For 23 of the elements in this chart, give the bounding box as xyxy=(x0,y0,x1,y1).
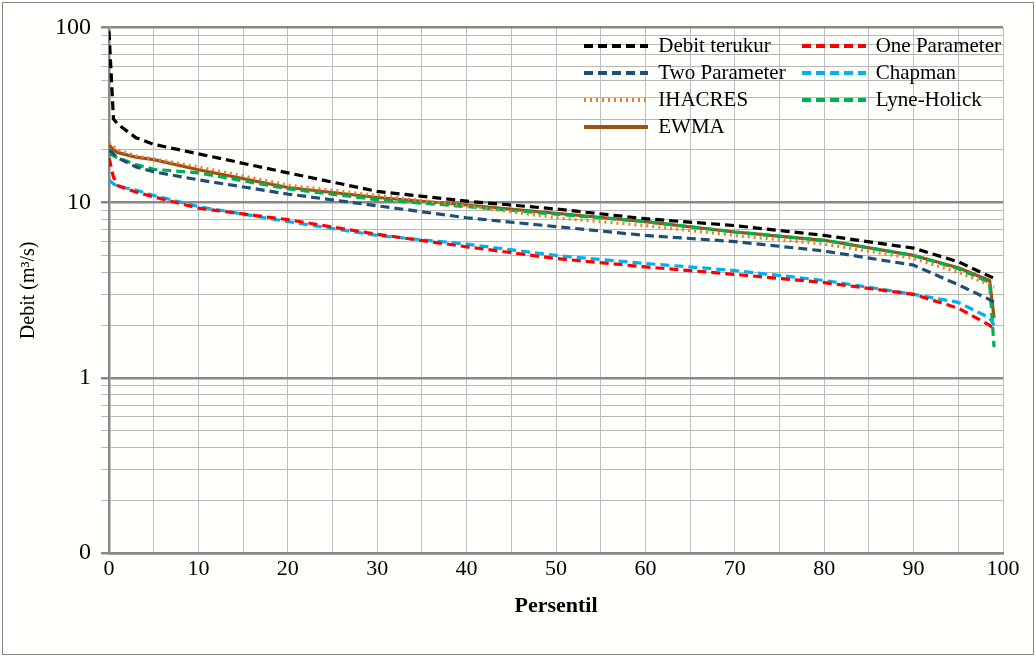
y-tick-label: 100 xyxy=(55,12,91,39)
x-axis-title: Persentil xyxy=(514,592,598,618)
legend-label: Debit terukur xyxy=(658,33,771,59)
x-tick-label: 0 xyxy=(103,555,115,581)
legend-label: Chapman xyxy=(875,60,957,86)
x-tick-label: 100 xyxy=(986,555,1020,581)
y-tick-label: 1 xyxy=(79,363,91,390)
x-tick-label: 50 xyxy=(545,555,567,581)
legend-label: One Parameter xyxy=(875,33,1001,59)
x-tick-label: 30 xyxy=(366,555,389,581)
x-tick-label: 80 xyxy=(813,555,836,581)
x-tick-label: 90 xyxy=(902,555,925,581)
x-tick-label: 70 xyxy=(723,555,746,581)
legend-label: EWMA xyxy=(658,114,725,140)
x-tick-label: 40 xyxy=(455,555,478,581)
legend-label: IHACRES xyxy=(658,87,749,113)
y-axis-title: Debit (m³/s) xyxy=(16,241,40,340)
legend-label: Lyne-Holick xyxy=(875,87,982,113)
y-tick-label: 10 xyxy=(67,187,91,214)
x-tick-label: 20 xyxy=(276,555,299,581)
legend-label: Two Parameter xyxy=(658,60,786,86)
x-tick-label: 60 xyxy=(634,555,657,581)
x-tick-label: 10 xyxy=(187,555,210,581)
